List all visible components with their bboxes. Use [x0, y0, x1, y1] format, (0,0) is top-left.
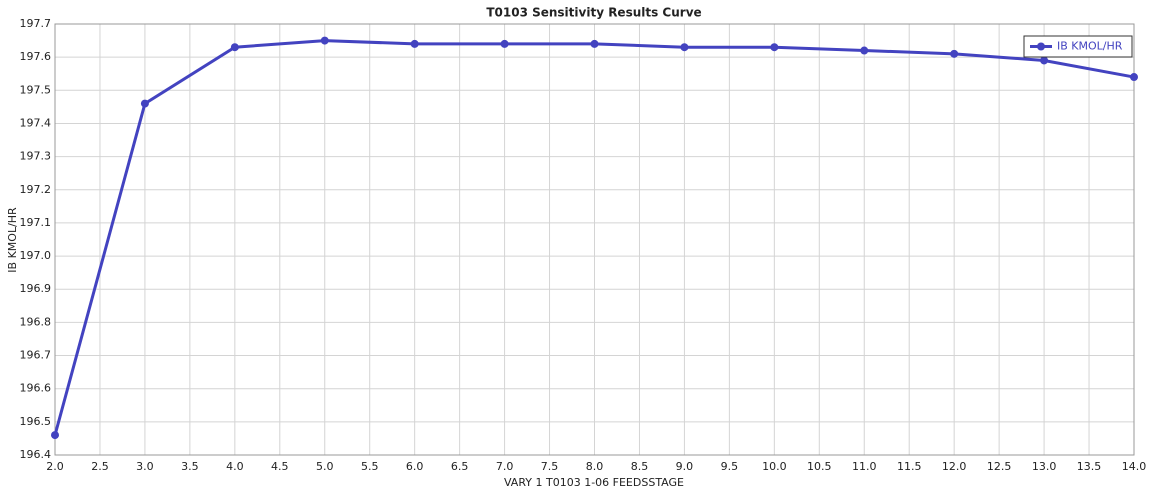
x-tick-label: 2.0: [46, 460, 64, 473]
x-tick-label: 8.0: [586, 460, 604, 473]
y-tick-label: 196.5: [20, 415, 52, 428]
x-tick-label: 7.5: [541, 460, 559, 473]
x-tick-label: 6.5: [451, 460, 469, 473]
data-point: [410, 39, 419, 48]
y-tick-label: 196.7: [20, 349, 52, 362]
x-tick-label: 3.5: [181, 460, 199, 473]
data-point: [320, 36, 329, 45]
y-tick-label: 197.3: [20, 150, 52, 163]
x-axis-label: VARY 1 T0103 1-06 FEEDSSTAGE: [504, 476, 684, 489]
y-tick-label: 197.6: [20, 50, 52, 63]
data-point: [500, 39, 509, 48]
data-point: [140, 99, 149, 108]
data-point: [51, 431, 59, 440]
y-tick-label: 197.0: [20, 249, 52, 262]
legend-marker: [1037, 42, 1045, 51]
y-tick-label: 197.1: [20, 216, 52, 229]
x-tick-label: 5.5: [361, 460, 379, 473]
x-tick-label: 13.0: [1032, 460, 1057, 473]
x-tick-label: 2.5: [91, 460, 109, 473]
x-tick-label: 9.5: [721, 460, 739, 473]
y-tick-label: 196.9: [20, 282, 52, 295]
x-tick-label: 4.5: [271, 460, 289, 473]
data-point: [680, 43, 689, 52]
y-tick-label: 196.8: [20, 315, 52, 328]
y-tick-label: 196.4: [20, 448, 52, 461]
data-point: [770, 43, 779, 52]
x-tick-label: 5.0: [316, 460, 334, 473]
data-point: [950, 49, 959, 58]
legend-label: IB KMOL/HR: [1057, 40, 1123, 53]
data-point: [590, 39, 599, 48]
x-tick-label: 3.0: [136, 460, 154, 473]
x-tick-label: 11.0: [852, 460, 877, 473]
x-tick-label: 10.0: [762, 460, 787, 473]
chart-title: T0103 Sensitivity Results Curve: [486, 6, 701, 20]
x-tick-label: 12.0: [942, 460, 967, 473]
legend: IB KMOL/HR: [1023, 35, 1133, 58]
plot-frame: [54, 23, 1135, 456]
x-tick-label: 13.5: [1077, 460, 1102, 473]
x-tick-label: 11.5: [897, 460, 922, 473]
data-point: [1040, 56, 1049, 65]
legend-box: [1023, 35, 1133, 58]
data-point: [1130, 73, 1138, 82]
y-tick-label: 197.7: [20, 17, 52, 30]
y-tick-label: 197.5: [20, 83, 52, 96]
x-tick-label: 7.0: [496, 460, 514, 473]
data-point: [860, 46, 869, 55]
y-tick-label: 196.6: [20, 382, 52, 395]
x-tick-label: 10.5: [807, 460, 832, 473]
x-tick-label: 14.0: [1122, 460, 1147, 473]
x-tick-label: 12.5: [987, 460, 1012, 473]
data-point: [230, 43, 239, 52]
x-tick-label: 8.5: [631, 460, 649, 473]
y-axis-label: IB KMOL/HR: [6, 207, 19, 273]
y-tick-label: 197.2: [20, 183, 52, 196]
x-tick-label: 9.0: [676, 460, 694, 473]
x-tick-label: 6.0: [406, 460, 424, 473]
y-tick-label: 197.4: [20, 116, 52, 129]
x-tick-label: 4.0: [226, 460, 244, 473]
